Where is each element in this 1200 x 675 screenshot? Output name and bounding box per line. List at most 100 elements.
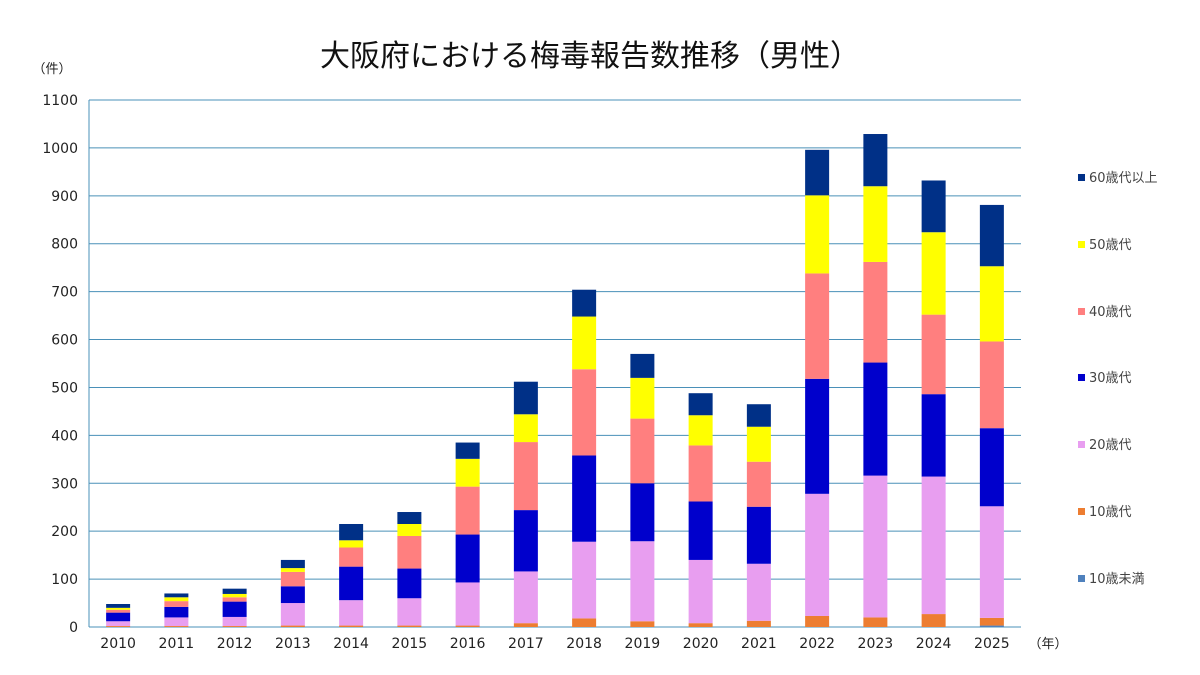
y-tick-label: 100: [51, 572, 78, 588]
bar-2022-series-1: [805, 615, 830, 627]
bar-2013-series-6: [280, 559, 305, 569]
bar-2025-series-3: [979, 428, 1004, 507]
bar-2025-series-0: [979, 625, 1004, 627]
bar-2011-series-3: [164, 606, 189, 618]
bar-stack-2014: [339, 523, 364, 627]
bar-2023-series-1: [863, 617, 888, 627]
bar-stack-2025: [979, 204, 1004, 627]
bar-2025-series-2: [979, 506, 1004, 618]
bar-2017-series-2: [513, 571, 538, 624]
bar-2010-series-3: [106, 612, 131, 622]
bar-2024-series-1: [921, 614, 946, 627]
bar-2014-series-3: [339, 566, 364, 601]
legend-swatch-2: [1078, 441, 1085, 448]
y-tick-label: 1100: [42, 93, 78, 109]
bar-2020-series-2: [688, 559, 713, 624]
bar-2018-series-4: [572, 369, 597, 456]
bar-2015-series-6: [397, 512, 422, 524]
bar-2019-series-6: [630, 353, 655, 378]
x-tick-label: 2021: [741, 636, 777, 652]
bar-2014-series-5: [339, 540, 364, 548]
bar-2012-series-2: [222, 616, 247, 627]
y-tick-label: 200: [51, 524, 78, 540]
x-tick-label: 2013: [275, 636, 311, 652]
bar-2019-series-1: [630, 621, 655, 627]
bar-2018-series-2: [572, 541, 597, 619]
x-tick-label: 2019: [625, 636, 661, 652]
bar-stack-2020: [688, 393, 713, 627]
bar-2013-series-4: [280, 571, 305, 587]
bar-stack-2023: [863, 134, 888, 627]
legend-swatch-5: [1078, 241, 1085, 248]
bar-2018-series-5: [572, 316, 597, 370]
legend-label: 60歳代以上: [1089, 171, 1158, 186]
bar-2012-series-6: [222, 588, 247, 594]
bar-2017-series-1: [513, 623, 538, 627]
bar-2015-series-4: [397, 535, 422, 569]
bar-2011-series-4: [164, 601, 189, 607]
bar-2021-series-3: [746, 506, 771, 564]
x-tick-label: 2018: [566, 636, 602, 652]
bar-2020-series-5: [688, 415, 713, 446]
bar-2014-series-6: [339, 523, 364, 541]
legend-label: 40歳代: [1089, 305, 1132, 320]
x-tick-label: 2015: [392, 636, 428, 652]
bar-2017-series-5: [513, 414, 538, 443]
legend-label: 20歳代: [1089, 438, 1132, 453]
bar-stack-2021: [746, 404, 771, 627]
bar-stack-2022: [805, 149, 830, 627]
bar-2025-series-6: [979, 204, 1004, 267]
bar-2023-series-6: [863, 134, 888, 187]
bar-2024-series-6: [921, 180, 946, 233]
bar-stack-2024: [921, 180, 946, 627]
x-tick-label: 2012: [217, 636, 253, 652]
x-axis-ticks: 2010 2011 2012 2013 2014 2015 2016 2017 2018 2019…: [100, 636, 1009, 652]
bar-2015-series-3: [397, 568, 422, 599]
bar-stack-2011: [164, 593, 189, 627]
bar-2012-series-1: [222, 626, 247, 627]
bar-2014-series-1: [339, 625, 364, 627]
bar-2023-series-4: [863, 261, 888, 363]
x-tick-label: 2020: [683, 636, 719, 652]
bar-2024-series-3: [921, 394, 946, 477]
y-tick-label: 1000: [42, 141, 78, 157]
x-tick-label: 2025: [974, 636, 1010, 652]
bar-stack-2012: [222, 588, 247, 627]
y-tick-label: 800: [51, 237, 78, 253]
bar-2012-series-4: [222, 597, 247, 602]
bar-2010-series-5: [106, 607, 131, 610]
bar-2012-series-3: [222, 601, 247, 617]
bar-stack-2010: [106, 604, 131, 627]
bar-stack-2018: [572, 289, 597, 627]
x-tick-label: 2017: [508, 636, 544, 652]
bar-2016-series-4: [455, 486, 480, 535]
bar-2019-series-5: [630, 377, 655, 419]
bar-2021-series-2: [746, 563, 771, 621]
bar-stack-2015: [397, 512, 422, 627]
bar-2018-series-1: [572, 618, 597, 627]
bar-2013-series-5: [280, 568, 305, 572]
bar-2011-series-2: [164, 617, 189, 627]
bar-2015-series-5: [397, 523, 422, 536]
bar-2016-series-3: [455, 534, 480, 583]
bar-2011-series-5: [164, 597, 189, 602]
bar-2014-series-4: [339, 547, 364, 567]
legend-swatch-1: [1078, 508, 1085, 515]
bar-2022-series-5: [805, 195, 830, 274]
legend-label: 30歳代: [1089, 371, 1132, 386]
y-tick-label: 600: [51, 333, 78, 349]
bar-2013-series-3: [280, 586, 305, 604]
bar-2019-series-3: [630, 483, 655, 542]
y-axis-ticks: 0 100 200 300 400 500 600 700 800 900 1000 1100: [42, 93, 78, 636]
bar-2023-series-2: [863, 475, 888, 618]
legend-swatch-3: [1078, 374, 1085, 381]
x-tick-label: 2016: [450, 636, 486, 652]
bar-2021-series-4: [746, 461, 771, 507]
bar-2018-series-3: [572, 455, 597, 542]
bar-2016-series-5: [455, 458, 480, 487]
bar-2017-series-6: [513, 381, 538, 415]
bar-2010-series-6: [106, 604, 131, 608]
x-tick-label: 2022: [799, 636, 835, 652]
bar-2025-series-5: [979, 266, 1004, 342]
